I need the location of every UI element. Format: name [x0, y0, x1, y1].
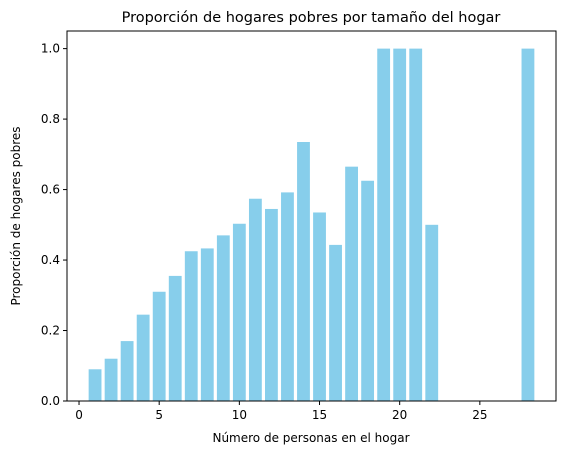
y-tick-label: 0.4: [41, 253, 60, 267]
bar: [393, 49, 406, 401]
bar: [281, 192, 294, 401]
y-axis-ticks: 0.0 0.2 0.4 0.6 0.8 1.0: [41, 42, 67, 408]
bar: [265, 209, 278, 401]
x-tick-label: 5: [155, 408, 163, 422]
bars-group: [89, 49, 535, 401]
bar: [137, 315, 150, 401]
bar: [201, 248, 214, 401]
bar: [169, 276, 182, 401]
chart-title: Proporción de hogares pobres por tamaño …: [122, 10, 501, 26]
y-tick-label: 1.0: [41, 42, 60, 56]
y-axis-label: Proporción de hogares pobres: [9, 126, 23, 305]
bar: [345, 167, 358, 401]
bar: [153, 292, 166, 401]
bar: [377, 49, 390, 401]
x-tick-label: 0: [75, 408, 83, 422]
x-axis-label: Número de personas en el hogar: [212, 431, 409, 445]
y-tick-label: 0.8: [41, 112, 60, 126]
bar: [329, 245, 342, 401]
bar: [249, 199, 262, 401]
x-tick-label: 25: [472, 408, 487, 422]
y-tick-label: 0.2: [41, 324, 60, 338]
x-tick-label: 15: [312, 408, 327, 422]
y-tick-label: 0.0: [41, 394, 60, 408]
x-tick-label: 20: [392, 408, 407, 422]
bar: [121, 341, 134, 401]
bar: [409, 49, 422, 401]
bar: [217, 235, 230, 401]
bar: [313, 212, 326, 401]
bar: [425, 225, 438, 401]
bar: [361, 181, 374, 401]
bar: [89, 369, 102, 401]
x-tick-label: 10: [232, 408, 247, 422]
x-axis-ticks: 0 5 10 15 20 25: [75, 401, 487, 422]
bar: [522, 49, 535, 401]
bar: [105, 359, 118, 401]
bar: [297, 142, 310, 401]
y-tick-label: 0.6: [41, 183, 60, 197]
bar: [185, 251, 198, 401]
bar: [233, 224, 246, 401]
